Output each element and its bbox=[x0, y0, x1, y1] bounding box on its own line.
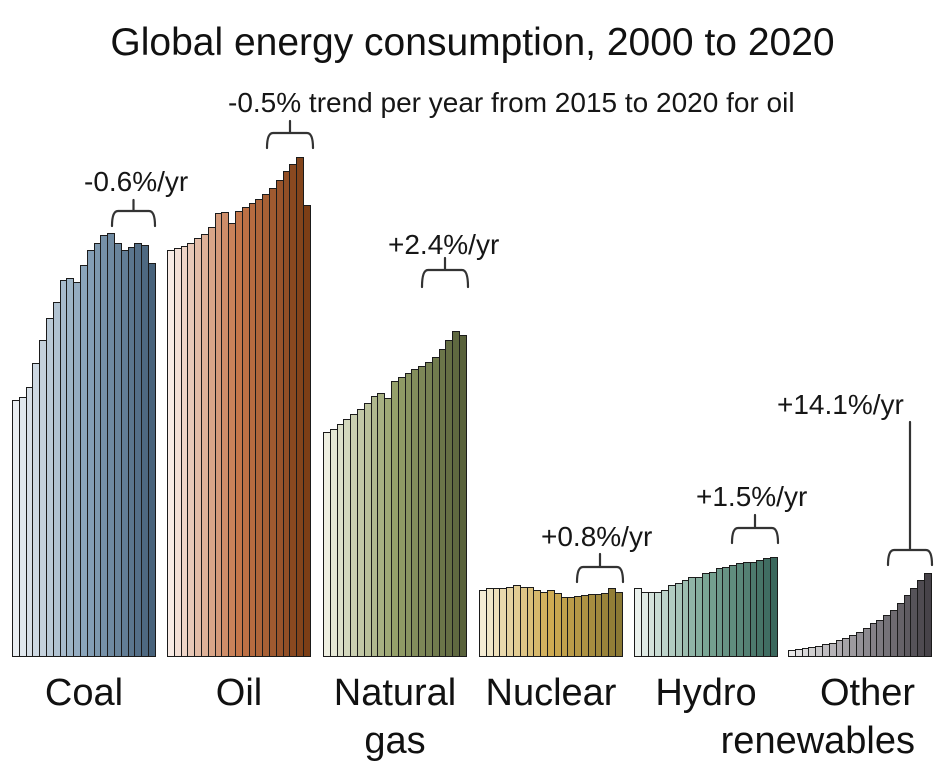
bar-hydro-2020 bbox=[769, 557, 778, 657]
trend-annotation-oil: -0.5% trend per year from 2015 to 2020 f… bbox=[228, 87, 795, 118]
bar-group-hydro bbox=[634, 557, 778, 657]
brace-natural-gas bbox=[420, 256, 470, 289]
trend-annotation-coal: -0.6%/yr bbox=[84, 166, 189, 197]
brace-nuclear bbox=[575, 552, 625, 584]
brace-other-renewables bbox=[886, 420, 934, 567]
trend-annotation-natural-gas: +2.4%/yr bbox=[388, 229, 500, 260]
bar-group-nuclear bbox=[479, 585, 623, 657]
bar-other-renewables-2020 bbox=[923, 573, 932, 657]
category-label-nuclear: Nuclear bbox=[486, 669, 617, 717]
trend-annotation-nuclear: +0.8%/yr bbox=[541, 521, 653, 552]
brace-hydro bbox=[730, 513, 780, 545]
category-label-line: Hydro bbox=[655, 672, 757, 714]
bar-group-coal bbox=[12, 233, 156, 657]
brace-oil bbox=[265, 119, 315, 150]
bar-nuclear-2020 bbox=[614, 592, 623, 657]
category-label-hydro: Hydro bbox=[655, 669, 756, 717]
category-label-line: Coal bbox=[44, 672, 124, 714]
trend-annotation-hydro: +1.5%/yr bbox=[696, 481, 808, 512]
category-label-other-renewables: Other renewables bbox=[721, 669, 915, 765]
bar-group-other-renewables bbox=[788, 573, 932, 657]
chart-title: Global energy consumption, 2000 to 2020 bbox=[110, 21, 835, 64]
category-label-natural-gas: Natural gas bbox=[334, 669, 457, 765]
category-label-oil: Oil bbox=[216, 669, 262, 717]
bar-group-natural-gas bbox=[323, 331, 467, 657]
bar-oil-2020 bbox=[302, 205, 311, 657]
category-label-line: renewables bbox=[720, 720, 915, 762]
category-label-line: gas bbox=[364, 720, 426, 762]
category-label-line: Nuclear bbox=[485, 672, 617, 714]
trend-annotation-other-renewables: +14.1%/yr bbox=[777, 389, 904, 420]
brace-coal bbox=[110, 198, 157, 228]
bar-natural-gas-2020 bbox=[458, 335, 467, 657]
bar-group-oil bbox=[167, 157, 311, 657]
bar-coal-2020 bbox=[147, 263, 156, 657]
category-label-line: Oil bbox=[215, 672, 263, 714]
category-label-line: Other bbox=[819, 672, 915, 714]
category-label-line: Natural bbox=[333, 672, 457, 714]
category-label-coal: Coal bbox=[45, 669, 123, 717]
